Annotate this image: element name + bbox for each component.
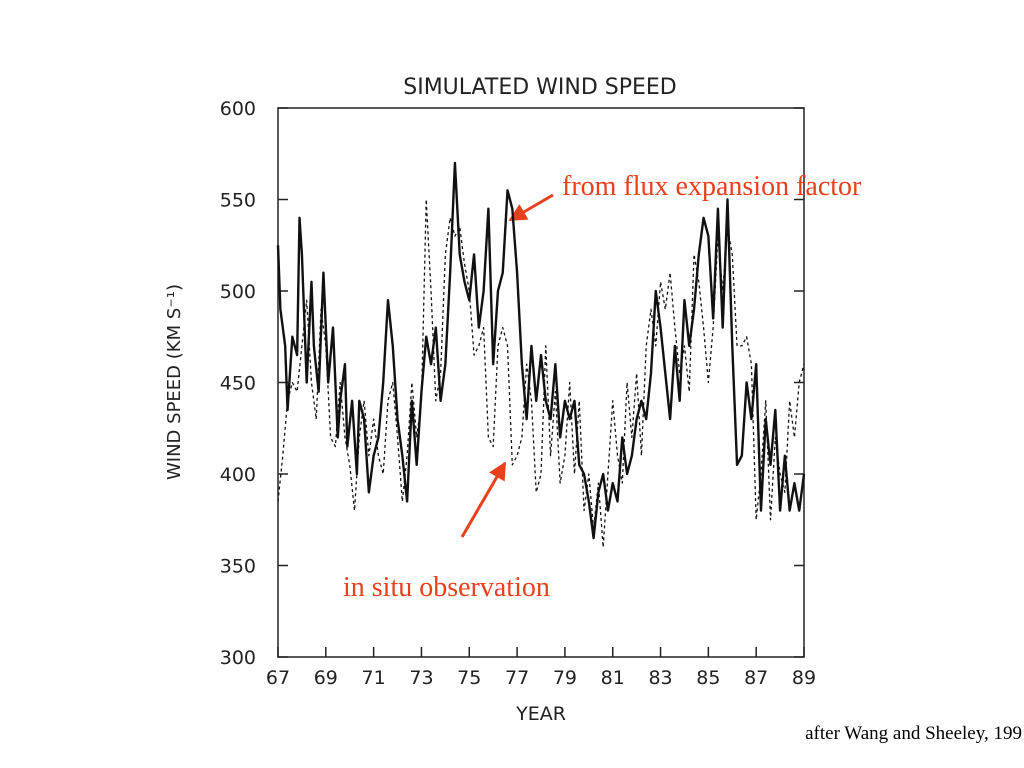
arrow [460,461,507,538]
x-tick-label: 85 [696,667,720,689]
y-tick-label: 300 [220,647,256,669]
x-tick-label: 81 [601,667,625,689]
y-tick-label: 550 [220,190,256,212]
y-tick-label: 400 [220,464,256,486]
annotation: from flux expansion factor [562,171,862,202]
y-tick-label: 450 [220,373,256,395]
x-tick-label: 83 [648,667,672,689]
y-tick-label: 500 [220,281,256,303]
chart-title: SIMULATED WIND SPEED [403,75,677,100]
y-axis-label: WIND SPEED (KM S⁻¹) [164,284,185,480]
y-tick-label: 600 [220,98,256,120]
x-axis-label: YEAR [515,703,566,725]
x-tick-label: 77 [505,667,529,689]
x-tick-label: 87 [744,667,768,689]
y-tick-label: 350 [220,556,256,578]
annotation: in situ observation [343,572,550,603]
x-tick-label: 79 [553,667,577,689]
x-tick-label: 75 [457,667,481,689]
x-tick-label: 73 [409,667,433,689]
x-tick-label: 71 [362,667,386,689]
x-tick-label: 89 [792,667,816,689]
data-line [276,161,806,540]
caption: after Wang and Sheeley, 199 [805,723,1022,744]
arrow [508,193,554,222]
data-line [277,198,805,548]
x-tick-label: 67 [266,667,290,689]
x-tick-label: 69 [314,667,338,689]
